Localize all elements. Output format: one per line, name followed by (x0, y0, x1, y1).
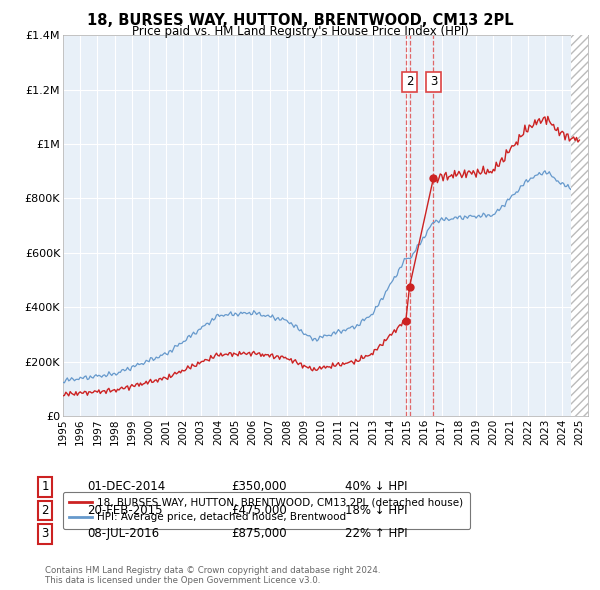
Text: £875,000: £875,000 (231, 527, 287, 540)
Text: 08-JUL-2016: 08-JUL-2016 (87, 527, 159, 540)
Text: £475,000: £475,000 (231, 504, 287, 517)
Text: 18% ↓ HPI: 18% ↓ HPI (345, 504, 407, 517)
Text: 01-DEC-2014: 01-DEC-2014 (87, 480, 165, 493)
Bar (571, 35, 588, 416)
Text: £350,000: £350,000 (231, 480, 287, 493)
Text: 22% ↑ HPI: 22% ↑ HPI (345, 527, 407, 540)
Text: 40% ↓ HPI: 40% ↓ HPI (345, 480, 407, 493)
Text: 2: 2 (41, 504, 49, 517)
Text: 3: 3 (41, 527, 49, 540)
Text: Contains HM Land Registry data © Crown copyright and database right 2024.
This d: Contains HM Land Registry data © Crown c… (45, 566, 380, 585)
Text: 20-FEB-2015: 20-FEB-2015 (87, 504, 163, 517)
Text: 3: 3 (430, 75, 437, 88)
Text: 2: 2 (406, 75, 413, 88)
Legend: 18, BURSES WAY, HUTTON, BRENTWOOD, CM13 2PL (detached house), HPI: Average price: 18, BURSES WAY, HUTTON, BRENTWOOD, CM13 … (63, 491, 470, 529)
Text: 18, BURSES WAY, HUTTON, BRENTWOOD, CM13 2PL: 18, BURSES WAY, HUTTON, BRENTWOOD, CM13 … (86, 13, 514, 28)
Text: Price paid vs. HM Land Registry's House Price Index (HPI): Price paid vs. HM Land Registry's House … (131, 25, 469, 38)
Bar (571, 35, 588, 416)
Text: 1: 1 (41, 480, 49, 493)
